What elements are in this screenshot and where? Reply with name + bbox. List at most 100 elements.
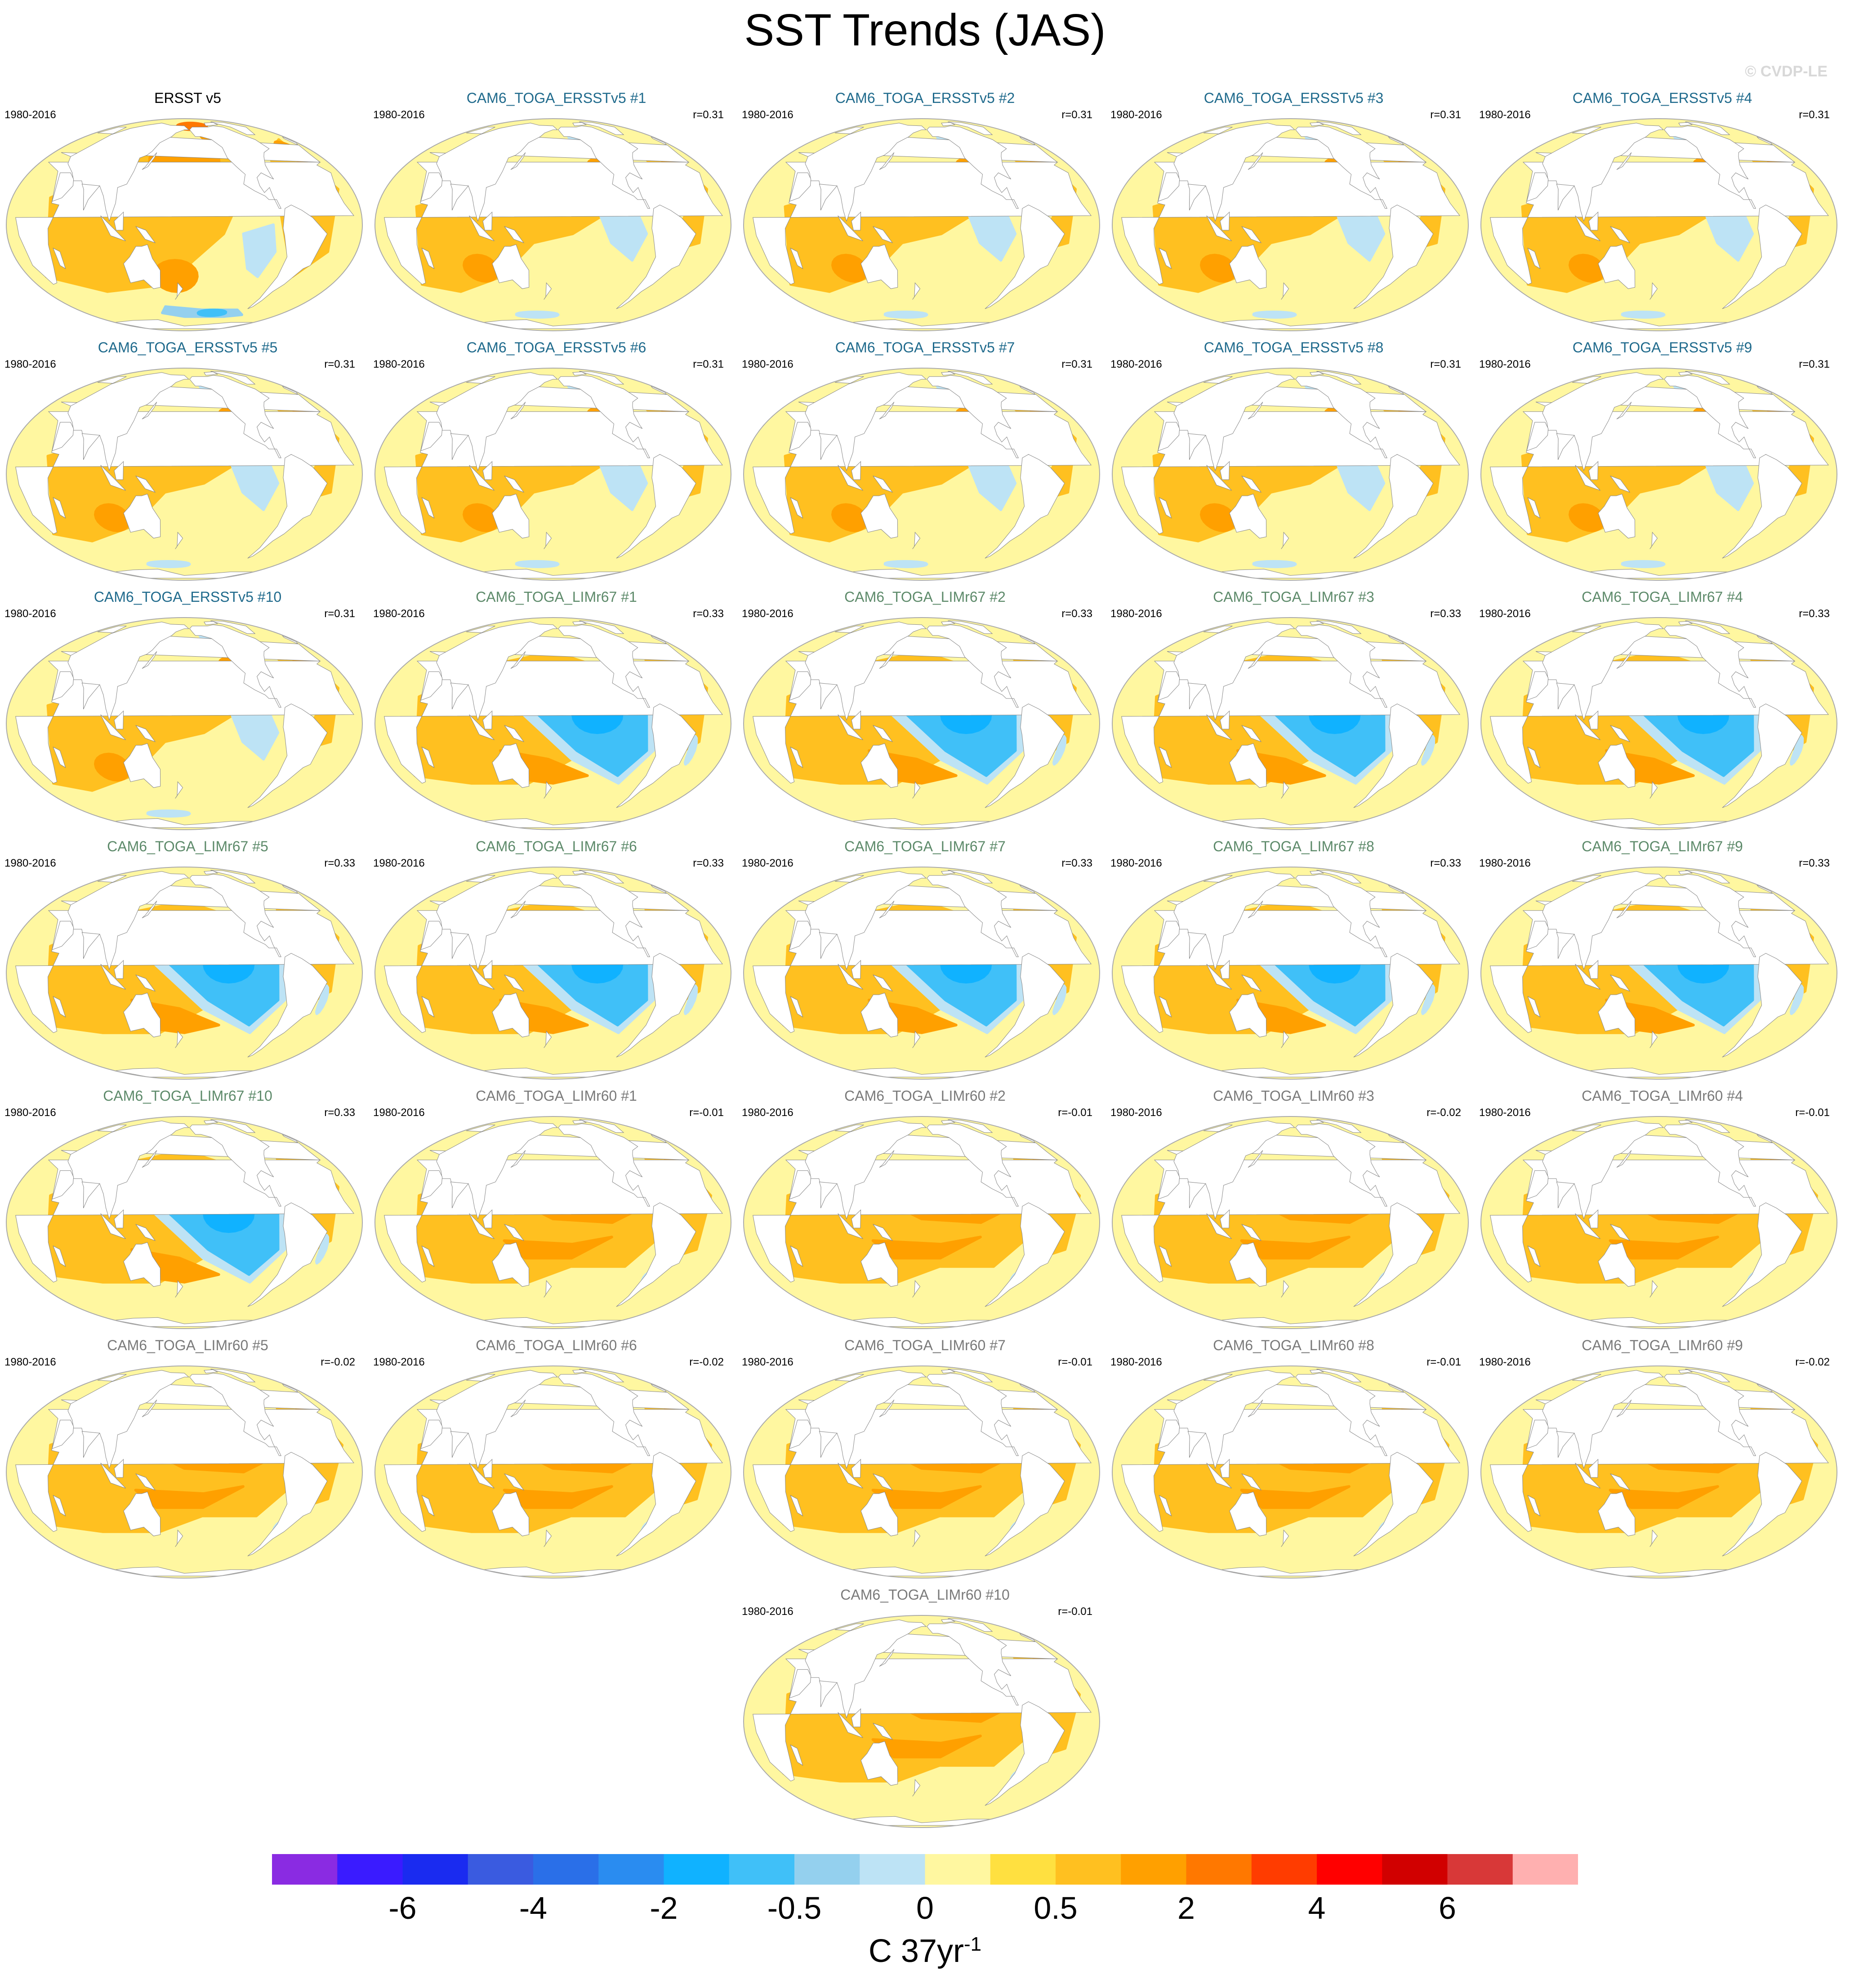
land-newguinea [1241, 226, 1262, 244]
land-indonesia2 [114, 1459, 124, 1478]
land-madagascar [1159, 1245, 1172, 1267]
land-japan [1248, 152, 1263, 170]
map-panel: CAM6_TOGA_ERSSTv5 #4 1980-2016 r=0.31 [1479, 90, 1846, 335]
land-southamerica [1353, 205, 1434, 309]
land-arabia [1526, 1170, 1549, 1200]
land-antarctica [483, 319, 623, 329]
land-indonesia2 [1588, 211, 1599, 231]
land-arcticislands [204, 621, 218, 625]
land-northamerica [189, 375, 282, 458]
panel-period: 1980-2016 [1110, 857, 1162, 869]
robinson-map [743, 1365, 1100, 1579]
panel-pattern-correlation: r=-0.01 [1795, 1107, 1830, 1119]
land-madagascar [53, 1494, 66, 1517]
map-panel: CAM6_TOGA_LIMr60 #7 1980-2016 r=-0.01 [742, 1337, 1108, 1582]
map-outline [6, 1116, 363, 1329]
land-nz [912, 781, 921, 799]
land-australia [860, 1242, 898, 1287]
panel-title: CAM6_TOGA_LIMr67 #4 [1582, 589, 1743, 605]
colorbar-box [337, 1854, 403, 1885]
land-greenland [210, 371, 256, 385]
sst-trend-contour [94, 503, 130, 532]
sst-trend-contour [515, 560, 560, 569]
panel-title: CAM6_TOGA_LIMr60 #7 [844, 1337, 1006, 1353]
panel-period: 1980-2016 [742, 608, 793, 620]
land-japan [1248, 401, 1263, 419]
panel-period: 1980-2016 [1110, 358, 1162, 370]
sst-trend-contour [1421, 984, 1435, 1015]
panel-title: CAM6_TOGA_ERSSTv5 #9 [1572, 339, 1752, 356]
land-japan [142, 1150, 157, 1168]
robinson-map [6, 1116, 363, 1329]
land-greenland [210, 870, 256, 884]
land-india [1187, 433, 1206, 460]
sst-trend-contour [315, 1234, 330, 1265]
land-japan [142, 152, 157, 170]
map-panel: CAM6_TOGA_LIMr60 #1 1980-2016 r=-0.01 [373, 1088, 740, 1333]
land-madagascar [421, 497, 435, 519]
land-northamerica [1664, 125, 1756, 209]
map-outline [6, 617, 363, 830]
sst-trend-contour [463, 503, 499, 532]
land-nz [175, 781, 183, 799]
land-greenland [948, 1119, 993, 1133]
land-nz [1281, 781, 1289, 799]
land-southamerica [985, 1452, 1065, 1557]
panel-title: CAM6_TOGA_LIMr67 #8 [1213, 838, 1374, 854]
panel-pattern-correlation: r=-0.01 [1427, 1356, 1461, 1368]
land-australia [1229, 992, 1267, 1037]
land-australia [1229, 1242, 1267, 1287]
robinson-map [1112, 1116, 1469, 1329]
land-northamerica [927, 1123, 1019, 1207]
land-greenland [579, 1369, 624, 1383]
colorbar-tick-label: -6 [388, 1890, 417, 1926]
sst-trend-contour [1052, 735, 1067, 766]
land-arabia [1158, 1419, 1180, 1449]
land-southamerica [616, 1202, 696, 1307]
land-antarctica [1589, 319, 1729, 329]
panel-pattern-correlation: r=0.33 [1061, 608, 1092, 620]
land-arabia [789, 172, 811, 202]
map-panel: CAM6_TOGA_ERSSTv5 #7 1980-2016 r=0.31 [742, 339, 1108, 584]
robinson-map [1480, 118, 1837, 331]
panel-period: 1980-2016 [742, 1107, 793, 1119]
land-india [81, 932, 100, 959]
map-outline [743, 1116, 1100, 1329]
land-southamerica [985, 953, 1065, 1058]
colorbar-box [468, 1854, 534, 1885]
map-outline [1112, 118, 1469, 331]
land-indonesia2 [1220, 211, 1230, 231]
land-indonesia1 [838, 1712, 863, 1738]
land-japan [1616, 152, 1632, 170]
map-outline [374, 867, 731, 1080]
land-southamerica [985, 454, 1065, 559]
land-madagascar [421, 1494, 435, 1517]
land-nz [175, 532, 183, 549]
land-madagascar [1159, 247, 1172, 269]
land-northamerica [1664, 1123, 1756, 1207]
land-newguinea [1609, 226, 1631, 244]
sst-trend-contour [683, 984, 698, 1015]
land-nz [912, 282, 921, 300]
land-arabia [1526, 671, 1549, 701]
land-nz [1281, 1031, 1289, 1048]
land-australia [1229, 494, 1267, 538]
land-northamerica [1295, 1123, 1388, 1207]
land-indonesia2 [114, 1209, 124, 1228]
land-newguinea [872, 475, 893, 493]
land-arabia [1158, 921, 1180, 950]
land-australia [1229, 244, 1267, 289]
land-india [1187, 683, 1206, 710]
land-newguinea [872, 1473, 893, 1491]
land-greenland [1685, 870, 1730, 884]
map-panel: CAM6_TOGA_LIMr67 #3 1980-2016 r=0.33 [1110, 589, 1477, 834]
land-arabia [789, 1669, 811, 1699]
land-india [1187, 1182, 1206, 1209]
land-antarctica [1221, 1067, 1360, 1077]
land-nz [1649, 1031, 1658, 1048]
land-indonesia1 [100, 1463, 126, 1489]
colorbar-tick-label: 4 [1308, 1890, 1326, 1926]
land-antarctica [115, 1317, 254, 1327]
land-japan [1248, 1399, 1263, 1417]
land-india [1556, 1431, 1575, 1458]
